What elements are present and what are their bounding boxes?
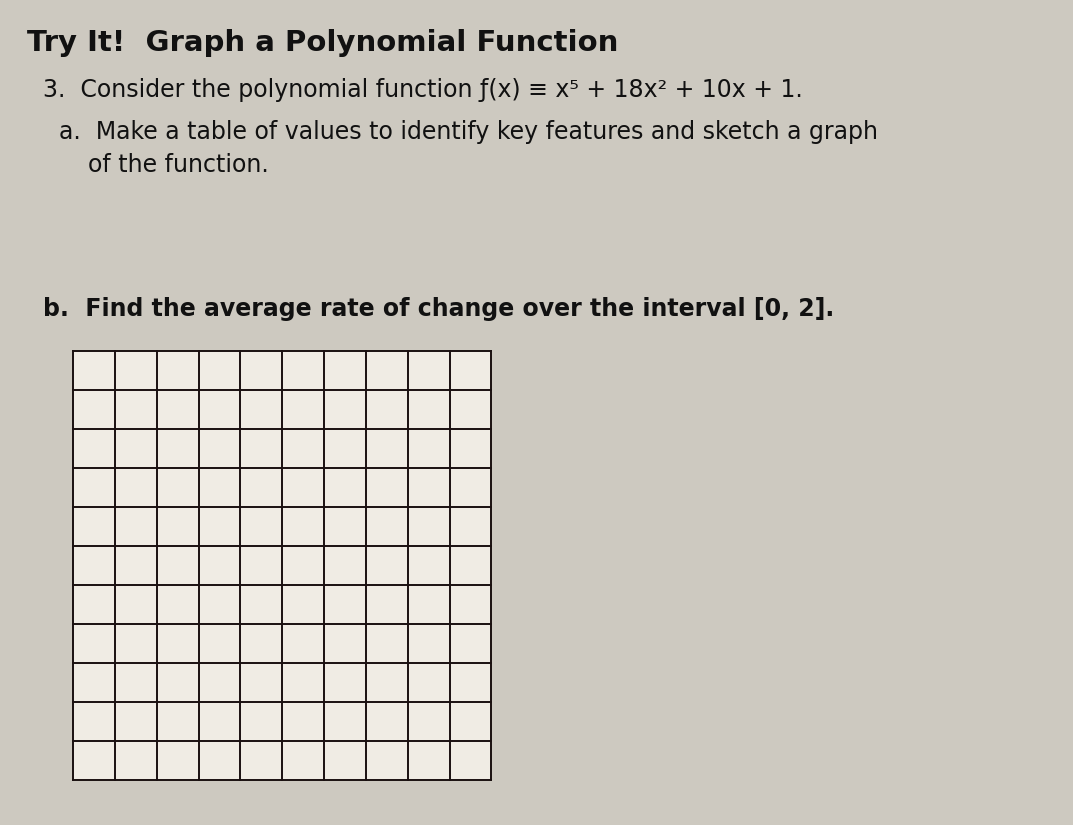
Text: 3.  Consider the polynomial function ƒ(x) ≡ x⁵ + 18x² + 10x + 1.: 3. Consider the polynomial function ƒ(x)… bbox=[43, 78, 803, 102]
Text: of the function.: of the function. bbox=[88, 153, 268, 177]
Bar bbox=[73, 351, 491, 780]
Text: a.  Make a table of values to identify key features and sketch a graph: a. Make a table of values to identify ke… bbox=[59, 120, 878, 144]
Text: Try It!  Graph a Polynomial Function: Try It! Graph a Polynomial Function bbox=[27, 29, 618, 57]
Text: b.  Find the average rate of change over the interval [0, 2].: b. Find the average rate of change over … bbox=[43, 297, 834, 321]
